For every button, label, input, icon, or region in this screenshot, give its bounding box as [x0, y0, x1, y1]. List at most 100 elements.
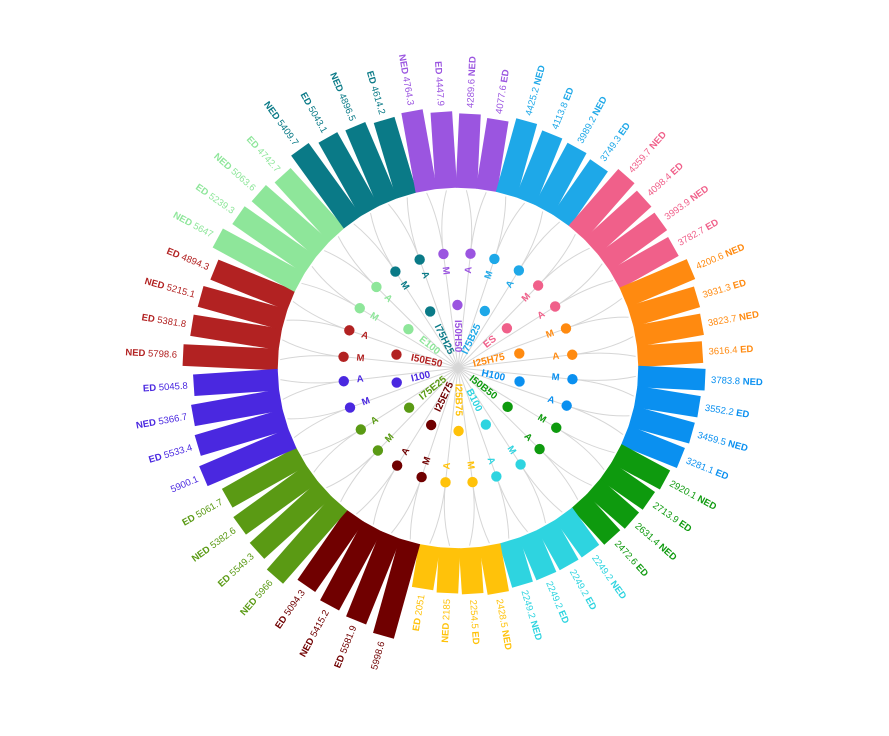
- group-label: ES: [482, 333, 500, 350]
- bar: [210, 259, 296, 311]
- link-line: [493, 202, 526, 260]
- link-line: [554, 280, 614, 307]
- bar-value-text: 5798.6: [145, 348, 177, 360]
- leaf-label: M: [505, 444, 519, 457]
- link-line: [376, 286, 459, 369]
- link-line: [343, 367, 459, 382]
- bar-value-text: 4200.6: [694, 250, 725, 271]
- bar-label: 2713.9 ED: [651, 500, 694, 535]
- bar-label: 3989.2 NED: [575, 94, 609, 145]
- bar-value-text: 3281.1: [684, 455, 715, 476]
- link-line: [406, 197, 421, 260]
- leaf-label: A: [399, 446, 412, 458]
- bar-label: 3993.9 NED: [662, 183, 711, 222]
- bar-value-text: 2428.5: [494, 598, 510, 629]
- bar-value-text: 2920.1: [668, 478, 699, 502]
- leaf-node: [561, 400, 572, 411]
- link-line: [554, 263, 603, 307]
- bar-label: 3459.5 NED: [696, 429, 749, 454]
- bar-value-text: 4289.6: [465, 79, 477, 109]
- bar-label: 4113.8 ED: [549, 86, 576, 131]
- bar-value-text: 5215.1: [163, 281, 196, 300]
- link-line: [282, 339, 344, 358]
- bar: [182, 344, 279, 371]
- bar-tag-text: NED: [736, 309, 760, 324]
- link-line: [377, 367, 459, 451]
- leaf-label: M: [544, 328, 555, 341]
- link-line: [340, 450, 379, 503]
- bar: [345, 121, 398, 207]
- link-line: [493, 196, 507, 260]
- link-line: [311, 266, 361, 309]
- leaf-node: [354, 303, 365, 314]
- bar-label: 3823.7 NED: [707, 309, 760, 329]
- leaf-label: M: [440, 266, 452, 275]
- group-node: [514, 376, 525, 387]
- bar-label: ED 5533.4: [147, 442, 193, 465]
- link-line: [370, 212, 396, 272]
- bar-value-text: 4077.6: [493, 84, 508, 114]
- bar-label: ED 5381.8: [141, 312, 187, 330]
- bar-tag-text: ED: [147, 451, 163, 465]
- bar-label: ED 5581.9: [332, 624, 359, 670]
- link-line: [457, 354, 573, 369]
- link-line: [457, 327, 567, 369]
- bar: [401, 109, 437, 193]
- bar-tag-text: ED: [410, 617, 423, 632]
- link-line: [388, 203, 421, 260]
- bar-tag-text: NED: [527, 617, 544, 642]
- bar-label: ED 5045.8: [143, 380, 189, 394]
- bar-value-text: 5063.6: [227, 164, 258, 193]
- link-line: [390, 476, 423, 534]
- bar: [515, 130, 563, 206]
- link-line: [443, 482, 451, 546]
- link-line: [282, 380, 344, 400]
- bar-value-text: 5415.2: [307, 608, 332, 641]
- bar-value-text: 3823.7: [707, 313, 738, 329]
- bar-label: 3931.3 ED: [701, 277, 747, 300]
- bar: [597, 212, 668, 272]
- bar-tag-text: NED: [135, 417, 157, 431]
- bar-label: 2428.5 NED: [494, 598, 514, 651]
- bar: [411, 544, 441, 591]
- bar-label: ED 5043.1: [298, 90, 330, 135]
- link-line: [337, 236, 377, 288]
- bar-tag-text: ED: [560, 86, 576, 105]
- bar: [554, 507, 600, 558]
- link-line: [343, 356, 459, 369]
- group-node: [391, 349, 402, 360]
- bar-value-text: 5966: [251, 577, 275, 602]
- bar-label: NED 4764.3: [396, 53, 416, 106]
- bar-label: NED 5798.6: [125, 347, 177, 360]
- link-line: [359, 307, 459, 369]
- link-line: [457, 367, 522, 465]
- bar-label: 3749.3 ED: [598, 120, 633, 163]
- bar: [627, 286, 701, 327]
- link-line: [394, 271, 459, 369]
- bar: [571, 493, 621, 545]
- bar: [320, 521, 382, 611]
- leaf-node: [567, 374, 578, 385]
- bar-tag-text: NED: [693, 492, 718, 513]
- group-node: [403, 402, 415, 413]
- bar: [430, 111, 458, 190]
- bar-value-text: 5549.3: [225, 551, 256, 580]
- group-label: I25H75: [472, 352, 506, 370]
- bar-label: NED 5966: [238, 577, 275, 617]
- link-line: [293, 407, 351, 438]
- leaf-node: [489, 253, 500, 265]
- link-line: [349, 329, 459, 369]
- bar-tag-text: ED: [469, 628, 481, 645]
- bar-label: ED 2051: [410, 594, 427, 632]
- link-line: [313, 429, 362, 473]
- bar-value-text: 4614.2: [368, 82, 388, 116]
- link-line: [287, 407, 351, 420]
- link-line: [469, 192, 487, 254]
- bar-label: 3552.2 ED: [704, 402, 750, 420]
- group-node: [424, 306, 436, 317]
- leaf-label: A: [504, 278, 517, 290]
- link-line: [360, 367, 459, 430]
- bar-value-text: 5409.7: [273, 116, 300, 148]
- bar-tag-text: NED: [607, 576, 629, 601]
- bar-value-text: 3616.4: [708, 344, 738, 357]
